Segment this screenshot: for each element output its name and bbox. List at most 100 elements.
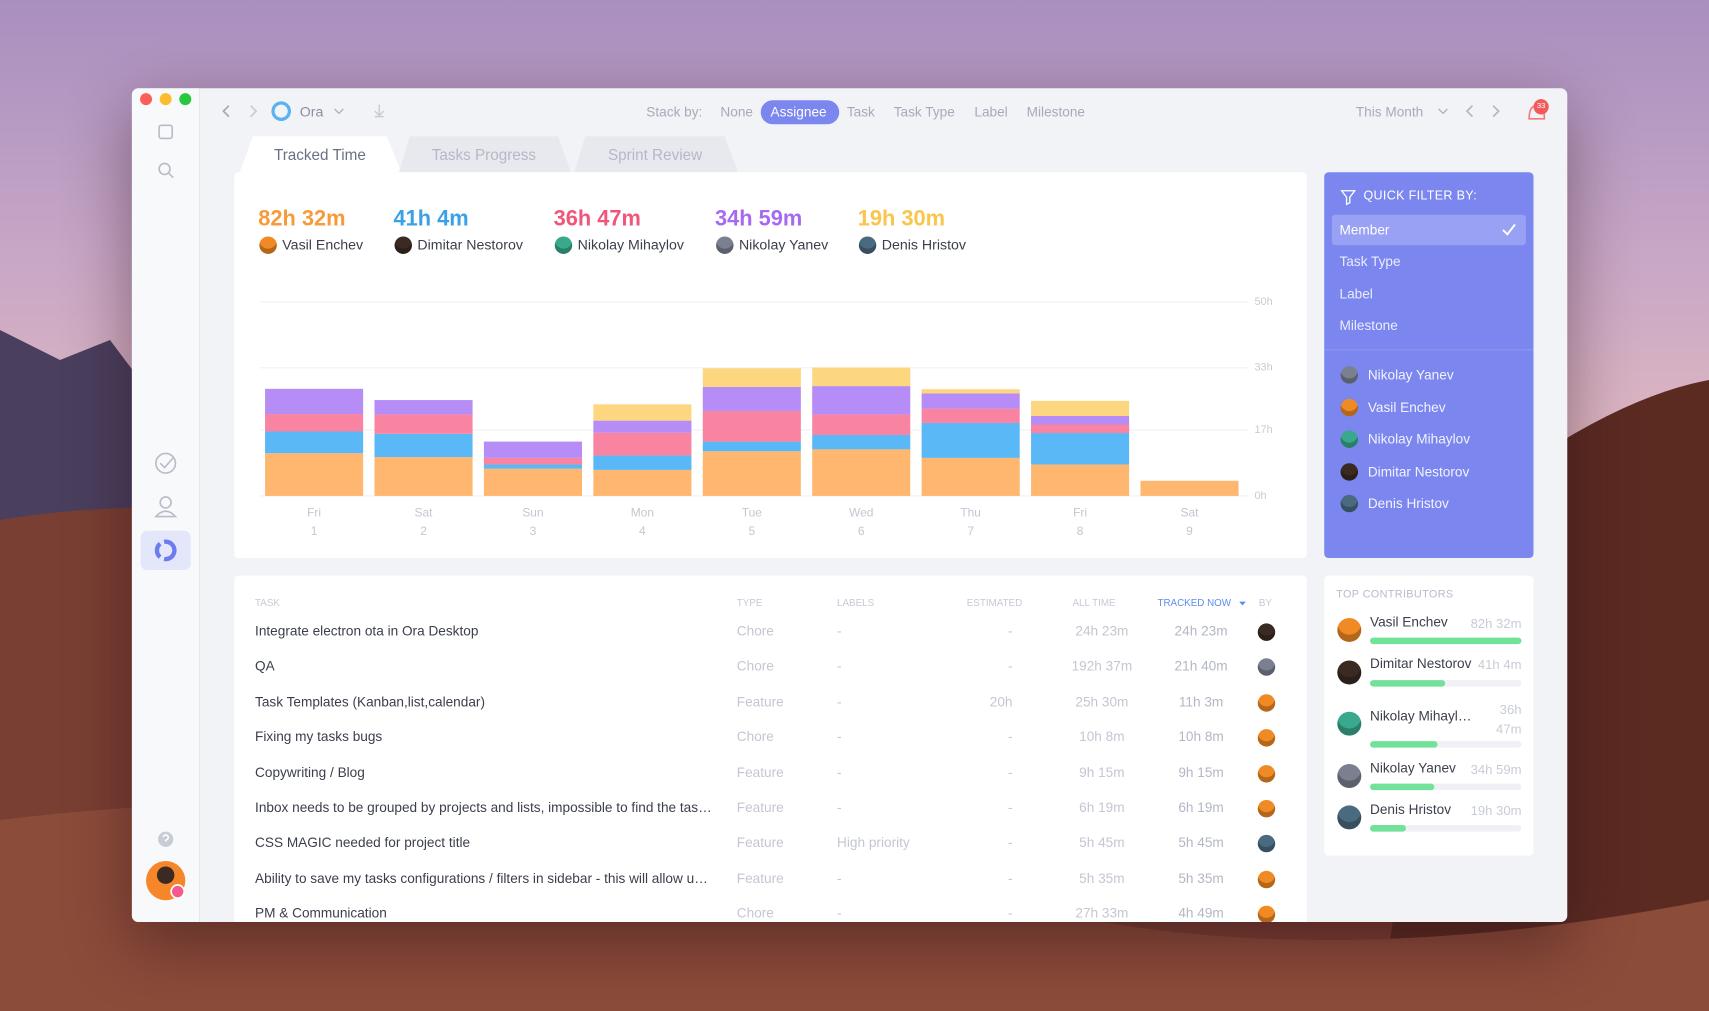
- tab-label[interactable]: Tasks Progress: [431, 146, 537, 164]
- task-name[interactable]: Copywriting / Blog: [255, 764, 365, 780]
- stack-option[interactable]: Task: [846, 104, 875, 120]
- avatar: [394, 236, 412, 254]
- search-icon[interactable]: [158, 162, 171, 176]
- task-tracked-now: 21h 40m: [1174, 658, 1228, 674]
- bar-segment: [702, 441, 801, 452]
- total-name: Nikolay Mihaylov: [577, 236, 684, 253]
- task-labels: High priority: [837, 835, 910, 851]
- tab-label[interactable]: Sprint Review: [607, 146, 703, 164]
- y-tick-label: 50h: [1254, 296, 1272, 308]
- column-header[interactable]: TYPE: [736, 597, 763, 609]
- new-icon[interactable]: [158, 124, 174, 140]
- filter-member[interactable]: Nikolay Yanev: [1367, 367, 1454, 383]
- filter-option[interactable]: Task Type: [1339, 254, 1401, 270]
- filter-member[interactable]: Nikolay Mihaylov: [1367, 431, 1471, 447]
- column-header[interactable]: TASK: [255, 597, 280, 609]
- task-tracked-now: 5h 45m: [1178, 835, 1224, 851]
- task-name[interactable]: Inbox needs to be grouped by projects an…: [255, 799, 712, 816]
- column-header[interactable]: ESTIMATED: [966, 597, 1023, 609]
- profile-icon[interactable]: [159, 496, 172, 509]
- avatar: [1257, 729, 1276, 747]
- stack-option[interactable]: None: [720, 104, 754, 120]
- back-button[interactable]: [222, 105, 230, 118]
- filter-option[interactable]: Milestone: [1339, 318, 1398, 334]
- task-name[interactable]: Integrate electron ota in Ora Desktop: [255, 623, 479, 639]
- filter-option[interactable]: Label: [1339, 286, 1373, 302]
- contributor-name[interactable]: Vasil Enchev: [1370, 614, 1448, 630]
- column-header[interactable]: BY: [1258, 597, 1272, 609]
- task-name[interactable]: Task Templates (Kanban,list,calendar): [255, 694, 486, 710]
- task-estimated: -: [1007, 658, 1013, 674]
- bar-segment: [812, 386, 911, 415]
- task-estimated: -: [1007, 835, 1013, 851]
- forward-button[interactable]: [250, 105, 258, 118]
- filter-icon: [1340, 190, 1357, 206]
- bar-segment: [1031, 424, 1130, 434]
- filter-title: QUICK FILTER BY:: [1363, 189, 1478, 203]
- minimize-button[interactable]: [159, 93, 172, 106]
- avatar: [1257, 905, 1276, 923]
- task-name[interactable]: Fixing my tasks bugs: [255, 729, 383, 745]
- task-all-time: 6h 19m: [1079, 799, 1125, 816]
- workspace-name[interactable]: Ora: [299, 103, 324, 120]
- active-nav[interactable]: [140, 530, 191, 571]
- column-header[interactable]: TRACKED NOW: [1157, 597, 1232, 609]
- filter-member[interactable]: Vasil Enchev: [1367, 399, 1446, 415]
- date-range[interactable]: This Month: [1355, 104, 1424, 120]
- task-name[interactable]: QA: [255, 658, 275, 674]
- task-name[interactable]: PM & Communication: [255, 905, 387, 922]
- stack-option[interactable]: Task Type: [893, 104, 955, 120]
- avatar: [1337, 805, 1362, 830]
- task-type: Feature: [736, 835, 784, 851]
- column-header[interactable]: LABELS: [837, 597, 875, 609]
- stack-option[interactable]: Label: [974, 104, 1008, 120]
- tab-label[interactable]: Tracked Time: [273, 146, 366, 164]
- bar-segment: [483, 464, 583, 469]
- contributor-name[interactable]: Dimitar Nestorov: [1370, 656, 1472, 672]
- download-button[interactable]: [374, 104, 385, 118]
- task-labels: -: [837, 729, 842, 745]
- contributor-name[interactable]: Denis Hristov: [1370, 802, 1452, 818]
- avatar: [554, 236, 573, 254]
- x-tick-label: Sat: [415, 506, 434, 520]
- range-prev[interactable]: [1465, 105, 1474, 118]
- task-all-time: 25h 30m: [1075, 694, 1129, 710]
- task-labels: -: [837, 694, 842, 710]
- filter-member[interactable]: Denis Hristov: [1367, 495, 1449, 512]
- contributor-name[interactable]: Nikolay Yanev: [1370, 760, 1456, 777]
- tab-active[interactable]: [239, 136, 402, 173]
- contributor-time: 34h 59m: [1470, 761, 1522, 778]
- help-icon[interactable]: [158, 831, 174, 847]
- avatar: [1257, 835, 1276, 853]
- stack-option[interactable]: Assignee: [770, 104, 827, 120]
- bar-segment: [593, 432, 692, 456]
- tab[interactable]: [574, 136, 738, 173]
- task-labels: -: [837, 799, 842, 816]
- column-header[interactable]: ALL TIME: [1072, 597, 1116, 609]
- notification-badge: [1533, 99, 1549, 115]
- task-name[interactable]: CSS MAGIC needed for project title: [255, 835, 471, 851]
- contributor-time: 82h 32m: [1470, 615, 1522, 632]
- range-next[interactable]: [1492, 105, 1500, 118]
- tasks-icon[interactable]: [155, 452, 177, 474]
- stack-option[interactable]: Milestone: [1026, 104, 1085, 120]
- contributor-name[interactable]: Nikolay Mihayl…: [1370, 708, 1472, 724]
- filter-member[interactable]: Dimitar Nestorov: [1367, 463, 1470, 480]
- x-tick-sublabel: 3: [530, 524, 537, 538]
- avatar: [858, 236, 877, 254]
- sort-indicator[interactable]: [1239, 601, 1246, 606]
- workspace-dropdown[interactable]: [334, 108, 344, 115]
- tab[interactable]: [398, 136, 572, 173]
- bar-segment: [265, 431, 364, 454]
- search-icon-handle: [168, 172, 174, 179]
- range-dropdown[interactable]: [1438, 108, 1448, 115]
- close-button[interactable]: [140, 93, 153, 106]
- x-tick-sublabel: 9: [1186, 524, 1193, 538]
- zoom-button[interactable]: [179, 93, 192, 106]
- task-estimated: -: [1007, 905, 1013, 922]
- filter-option[interactable]: Member: [1339, 222, 1390, 238]
- task-tracked-now: 9h 15m: [1178, 764, 1224, 780]
- task-name[interactable]: Ability to save my tasks configurations …: [255, 870, 708, 886]
- filter-selected: [1331, 214, 1526, 246]
- reports-icon: [154, 539, 177, 562]
